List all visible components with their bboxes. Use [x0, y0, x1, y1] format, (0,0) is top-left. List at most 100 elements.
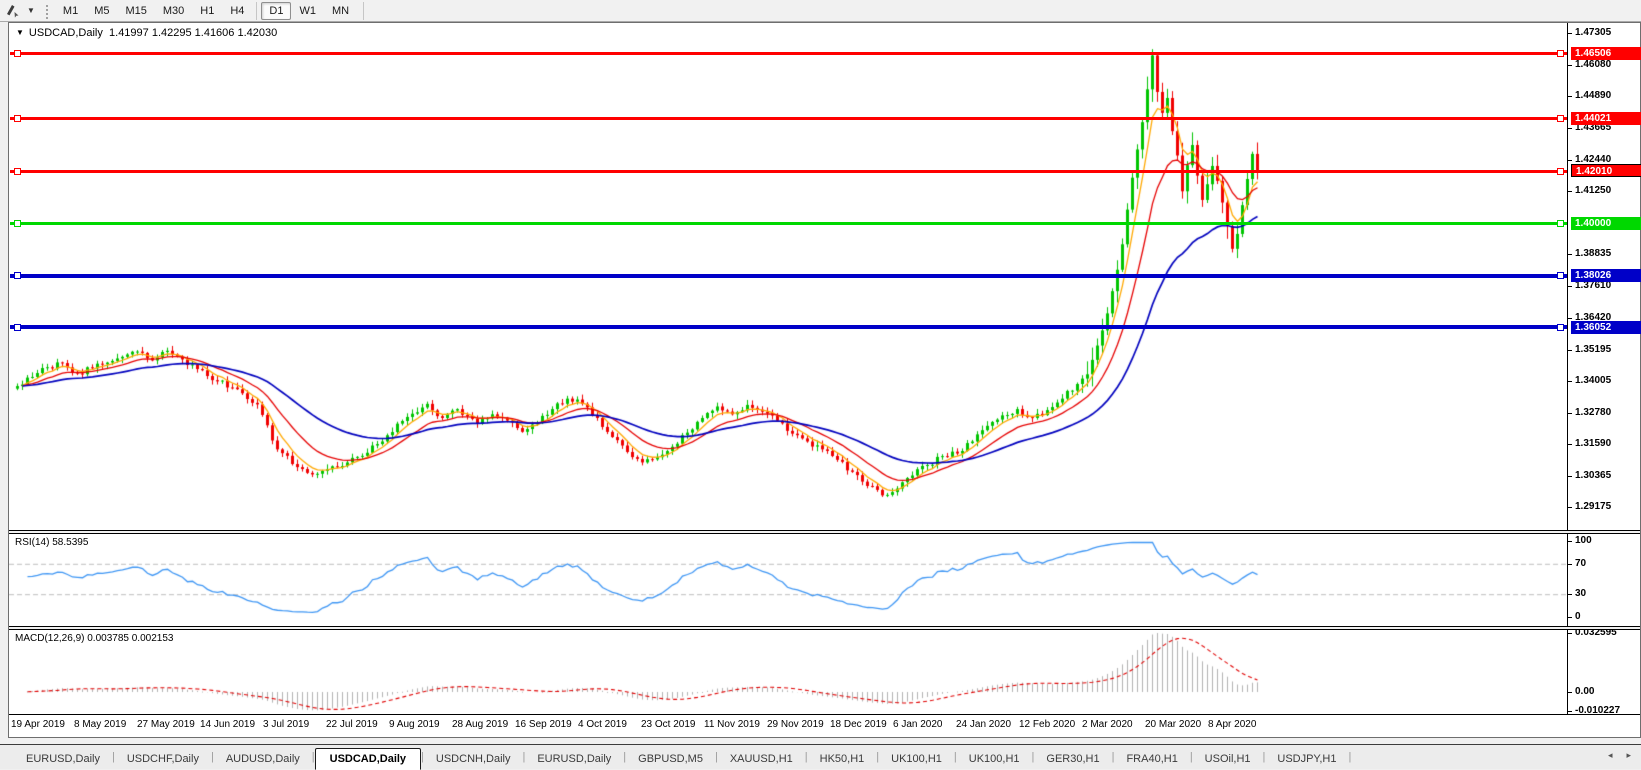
tab-separator: | [421, 751, 424, 763]
crosshair-tool-icon[interactable] [3, 2, 22, 19]
rsi-canvas[interactable] [9, 534, 1567, 626]
chart-tab[interactable]: USDCNH,Daily [435, 753, 511, 765]
chart-tab[interactable]: EURUSD,Daily [537, 753, 612, 765]
price-tick-mark [1567, 412, 1572, 414]
price-tick-label: 1.47305 [1575, 27, 1612, 38]
line-handle[interactable] [14, 220, 21, 228]
toolbar-separator [256, 1, 258, 20]
line-handle[interactable] [1557, 50, 1564, 58]
tab-row: EURUSD,Daily | USDCHF,Daily | AUDUSD,Daily | U… [0, 744, 1641, 770]
toolbar-grip-handle[interactable] [43, 2, 48, 19]
hline-price-label: 1.44021 [1571, 112, 1641, 126]
line-handle[interactable] [1557, 167, 1564, 175]
rsi-tick-label: 70 [1575, 557, 1587, 569]
timeframe-button-mn[interactable]: MN [331, 4, 350, 17]
timeframe-button-m15[interactable]: M15 [125, 4, 147, 17]
chart-tab[interactable]: XAUUSD,H1 [729, 753, 793, 765]
price-tick-mark [1567, 475, 1572, 477]
chart-tab[interactable]: USDCAD,Daily [314, 748, 422, 770]
macd-tick-mark [1567, 692, 1572, 693]
price-tick-label: 1.29175 [1575, 501, 1612, 512]
rsi-tick-label: 30 [1575, 588, 1587, 600]
chart-window: ▼ USDCAD,Daily 1.41997 1.42295 1.41606 1.… [8, 22, 1641, 738]
price-tick-mark [1567, 191, 1572, 193]
horizontal-level-line[interactable] [10, 169, 1567, 173]
tab-separator: | [111, 751, 115, 763]
horizontal-level-line[interactable] [10, 222, 1567, 226]
macd-tick-mark [1567, 710, 1572, 712]
horizontal-level-line[interactable] [10, 52, 1567, 56]
line-handle[interactable] [1557, 272, 1564, 280]
chart-tab[interactable]: UK100,H1 [968, 753, 1020, 765]
chart-tab[interactable]: EURUSD,Daily [26, 753, 100, 765]
line-handle[interactable] [14, 115, 21, 123]
chart-tab[interactable]: UK100,H1 [891, 753, 942, 765]
timeframe-button-m1[interactable]: M1 [62, 4, 79, 17]
horizontal-level-line[interactable] [10, 273, 1567, 278]
pane-splitter-macd[interactable] [9, 626, 1640, 630]
price-tick-mark [1567, 128, 1572, 130]
chart-tab[interactable]: USDJPY,H1 [1277, 753, 1337, 765]
chart-tab[interactable]: GBPUSD,M5 [638, 753, 703, 765]
line-handle[interactable] [1557, 323, 1564, 331]
line-handle[interactable] [1557, 220, 1564, 228]
price-tick-label: 1.30365 [1575, 469, 1612, 481]
line-handle[interactable] [14, 272, 21, 280]
horizontal-level-line[interactable] [10, 325, 1567, 330]
date-label: 4 Oct 2019 [578, 719, 627, 730]
chart-tab[interactable]: FRA40,H1 [1126, 753, 1178, 765]
price-tick-mark [1567, 254, 1572, 256]
price-tick-label: 1.41250 [1575, 185, 1612, 197]
price-tick-mark [1567, 96, 1572, 98]
tab-separator: | [804, 751, 808, 763]
timeframe-button-h4[interactable]: H4 [230, 4, 245, 17]
collapse-triangle-icon[interactable]: ▼ [16, 28, 24, 37]
price-tick-mark [1567, 33, 1572, 34]
tab-separator: | [876, 751, 880, 763]
macd-indicator-label: MACD(12,26,9) 0.003785 0.002153 [15, 633, 174, 644]
date-label: 18 Dec 2019 [830, 719, 887, 730]
timeframe-button-m5[interactable]: M5 [94, 4, 110, 17]
macd-tick-mark [1567, 633, 1572, 634]
tab-scroll-left-button[interactable]: ◂ [1607, 750, 1613, 760]
time-axis[interactable]: 19 Apr 2019 8 May 2019 27 May 2019 14 Jun 2… [9, 714, 1640, 737]
timeframe-button-m30[interactable]: M30 [162, 4, 185, 17]
rsi-tick-mark [1567, 594, 1572, 596]
crosshair-tool-glyph [7, 5, 19, 18]
chart-tab[interactable]: USDCHF,Daily [126, 753, 199, 765]
price-tick-label: 1.31590 [1575, 437, 1612, 449]
macd-tick-label: 0.00 [1575, 686, 1595, 697]
pane-splitter-rsi[interactable] [9, 530, 1640, 534]
rsi-tick-mark [1567, 563, 1572, 565]
tab-separator: | [311, 751, 315, 763]
chevron-down-icon[interactable]: ▼ [27, 6, 35, 15]
macd-canvas[interactable] [9, 630, 1567, 714]
date-label: 8 Apr 2020 [1208, 719, 1257, 730]
price-tick-mark [1567, 65, 1572, 67]
rsi-pane: RSI(14) 58.5395 [9, 534, 1640, 626]
chart-tab[interactable]: HK50,H1 [819, 753, 865, 765]
line-handle[interactable] [14, 323, 21, 331]
date-label: 23 Oct 2019 [641, 719, 696, 730]
timeframe-button-d1[interactable]: D1 [261, 1, 292, 20]
tab-separator: | [953, 751, 957, 763]
timeframe-button-h1[interactable]: H1 [200, 4, 215, 17]
chart-tab[interactable]: AUDUSD,Daily [225, 753, 300, 765]
line-handle[interactable] [14, 167, 21, 175]
rsi-tick-label: 100 [1575, 535, 1592, 546]
date-label: 28 Aug 2019 [452, 719, 509, 730]
price-tick-label: 1.37610 [1575, 280, 1612, 292]
line-handle[interactable] [1557, 115, 1564, 123]
horizontal-level-line[interactable] [10, 117, 1567, 121]
hline-price-label: 1.40000 [1571, 217, 1641, 231]
chart-tab[interactable]: USOil,H1 [1204, 753, 1251, 765]
date-label: 20 Mar 2020 [1145, 719, 1202, 730]
rsi-indicator-label: RSI(14) 58.5395 [15, 537, 89, 548]
timeframe-button-w1[interactable]: W1 [299, 4, 316, 17]
price-tick-label: 1.34005 [1575, 374, 1612, 386]
chart-tab[interactable]: GER30,H1 [1046, 753, 1100, 765]
tab-scrollers: ◂ ▸ [1608, 750, 1631, 761]
tab-scroll-right-button[interactable]: ▸ [1626, 750, 1631, 760]
date-label: 27 May 2019 [137, 719, 195, 730]
line-handle[interactable] [14, 50, 21, 58]
